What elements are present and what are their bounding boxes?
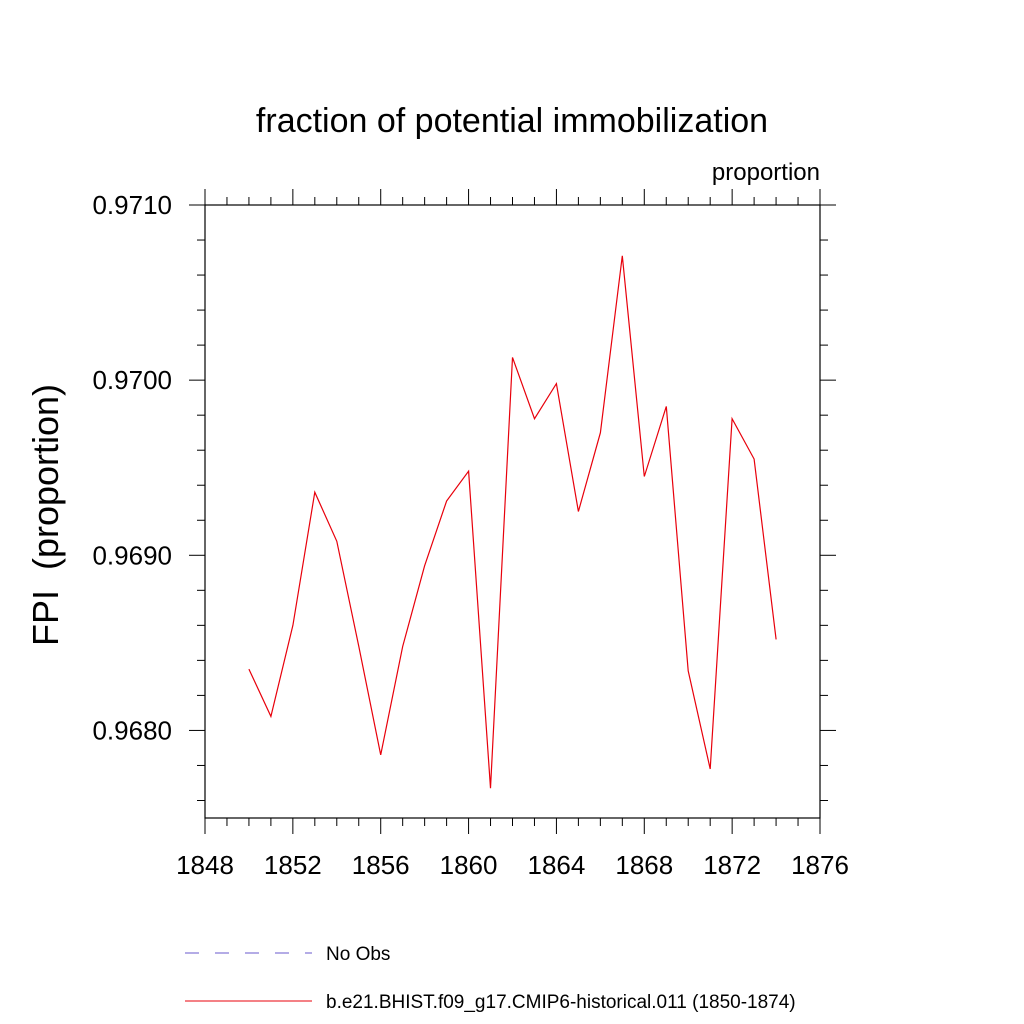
y-tick-label: 0.9710 xyxy=(92,190,172,220)
y-ticks: 0.9680 0.9690 0.9700 0.9710 xyxy=(92,190,836,801)
x-ticks: 1848 1852 1856 1860 1864 1868 1872 1876 xyxy=(176,189,849,880)
x-tick-label: 1872 xyxy=(703,850,761,880)
x-tick-label: 1868 xyxy=(615,850,673,880)
x-tick-label: 1848 xyxy=(176,850,234,880)
legend-label-no-obs: No Obs xyxy=(326,944,390,965)
x-tick-label: 1856 xyxy=(352,850,410,880)
y-tick-label: 0.9700 xyxy=(92,365,172,395)
series-line-0 xyxy=(248,255,777,789)
plot-frame xyxy=(204,204,821,819)
x-tick-label: 1860 xyxy=(440,850,498,880)
x-tick-label: 1864 xyxy=(528,850,586,880)
y-tick-label: 0.9680 xyxy=(92,715,172,745)
y-tick-label: 0.9690 xyxy=(92,540,172,570)
chart-title: fraction of potential immobilization xyxy=(256,102,768,140)
legend: No Obs b.e21.BHIST.f09_g17.CMIP6-histori… xyxy=(185,944,796,1013)
units-label: proportion xyxy=(712,159,820,186)
y-axis-label: FPI (proportion) xyxy=(25,384,66,646)
x-tick-label: 1852 xyxy=(264,850,322,880)
x-tick-label: 1876 xyxy=(791,850,849,880)
series-lines xyxy=(248,255,777,789)
legend-label-historical: b.e21.BHIST.f09_g17.CMIP6-historical.011… xyxy=(326,992,796,1013)
